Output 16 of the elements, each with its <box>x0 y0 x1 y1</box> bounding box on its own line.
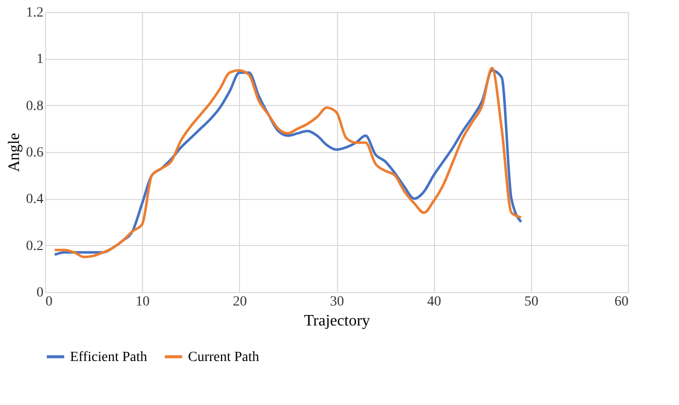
x-tick-label: 10 <box>136 294 150 310</box>
x-tick-label: 20 <box>232 294 247 310</box>
y-tick-label: 1.2 <box>26 6 44 20</box>
x-axis-title: Trajectory <box>304 312 370 330</box>
y-tick-label: 1 <box>36 52 44 68</box>
y-axis-title: Angle <box>6 132 23 172</box>
y-tick-label: 0.6 <box>26 146 44 160</box>
legend-label: Current Path <box>188 350 260 365</box>
legend-label: Efficient Path <box>70 350 148 365</box>
y-tick-label: 0.2 <box>26 238 44 254</box>
y-tick-label: 0.8 <box>26 98 44 114</box>
x-tick-label: 50 <box>524 294 538 310</box>
x-tick-label: 30 <box>330 294 344 310</box>
y-tick-label: 0.4 <box>26 192 44 208</box>
x-tick-label: 60 <box>614 294 628 310</box>
x-tick-label: 40 <box>427 294 442 310</box>
